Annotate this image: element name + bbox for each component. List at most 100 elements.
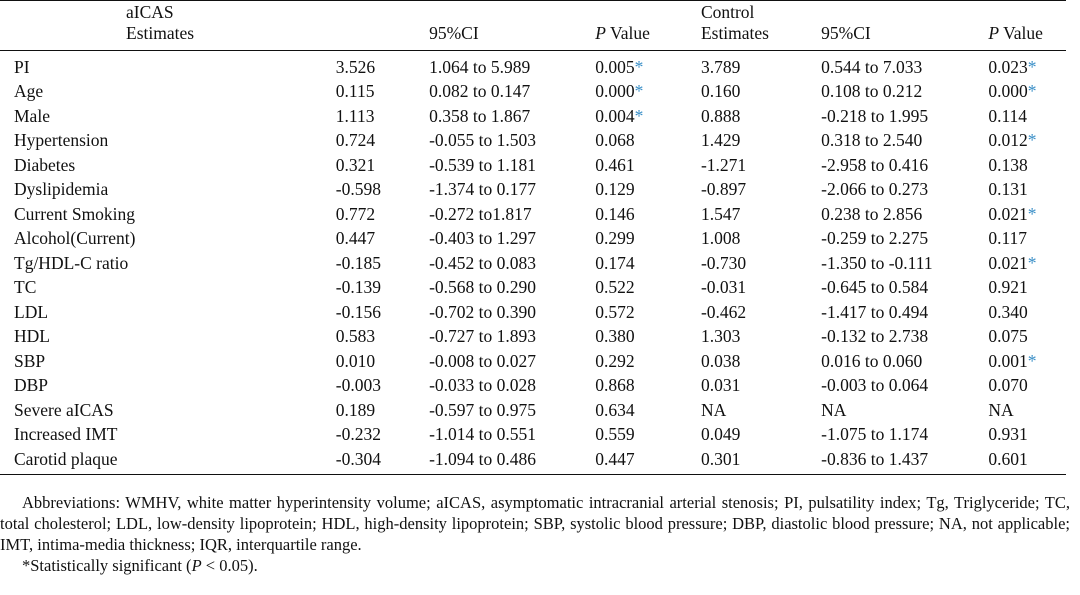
aicas-p-value-text: 0.000 (595, 81, 635, 102)
significance-star: * (634, 56, 644, 77)
row-label-text: Carotid plaque (14, 448, 118, 469)
significance-star: * (1027, 350, 1037, 371)
control-ci-text: -2.066 to 0.273 (821, 179, 929, 200)
aicas-ci: -0.055 to 1.503 (429, 129, 595, 154)
control-ci: -0.259 to 2.275 (821, 227, 988, 252)
row-label-text: Increased IMT (14, 424, 118, 445)
aicas-ci: -0.597 to 0.975 (429, 398, 595, 423)
row-label-text: Hypertension (14, 130, 109, 151)
control-estimate: 1.547 (701, 202, 821, 227)
aicas-estimate: -0.139 (336, 276, 429, 301)
table-row: Age 0.115 0.082 to 0.147 0.000* 0.160 0.108 t… (0, 80, 1066, 105)
control-p-value: 0.921 (988, 276, 1066, 301)
aicas-estimate: -0.156 (336, 300, 429, 325)
table-row: Dyslipidemia -0.598 -1.374 to 0.177 0.129 -0… (0, 178, 1066, 203)
row-label: Alcohol(Current) (0, 227, 336, 252)
control-p-value: 0.021* (988, 251, 1066, 276)
significance-star: * (634, 105, 644, 126)
aicas-ci-text: -0.403 to 1.297 (429, 228, 537, 249)
control-ci-text: 0.238 to 2.856 (821, 203, 923, 224)
control-estimate: 0.160 (701, 80, 821, 105)
aicas-p-value: 0.868 (595, 374, 701, 399)
aicas-estimate: 0.724 (336, 129, 429, 154)
table-header: aICAS Control Estimates 95%CI P Value Es… (0, 0, 1066, 51)
control-estimate: NA (701, 398, 821, 423)
aicas-ci-text: -0.702 to 0.390 (429, 301, 537, 322)
row-label: Age (0, 80, 336, 105)
aicas-p-value-text: 0.174 (595, 252, 635, 273)
control-estimate-text: 0.038 (700, 350, 741, 371)
control-ci-text: -0.259 to 2.275 (821, 228, 929, 249)
aicas-p-value-text: 0.004 (595, 105, 635, 126)
table-row: Increased IMT -0.232 -1.014 to 0.551 0.559 0… (0, 423, 1066, 448)
aicas-ci-text: -0.727 to 1.893 (429, 326, 537, 347)
aicas-ci: -0.008 to 0.027 (429, 349, 595, 374)
aicas-ci-text: -0.008 to 0.027 (429, 350, 537, 371)
control-p-value-text: 0.131 (988, 179, 1028, 200)
control-estimate: -0.897 (701, 178, 821, 203)
aicas-estimate: 0.447 (336, 227, 429, 252)
control-p-value: 0.138 (988, 153, 1066, 178)
control-estimate: 0.888 (701, 104, 821, 129)
control-estimate: -0.031 (701, 276, 821, 301)
row-label-text: TC (14, 277, 37, 298)
control-estimate: 1.429 (701, 129, 821, 154)
aicas-p-value-text: 0.380 (595, 326, 635, 347)
significance-star: * (1027, 252, 1037, 273)
control-estimate-text: 0.301 (700, 448, 741, 469)
control-ci: -0.003 to 0.064 (821, 374, 988, 399)
row-label: PI (0, 51, 336, 80)
aicas-estimate: 0.583 (336, 325, 429, 350)
control-estimate: 0.049 (701, 423, 821, 448)
row-label: Increased IMT (0, 423, 336, 448)
aicas-p-value: 0.380 (595, 325, 701, 350)
aicas-p-value: 0.000* (595, 80, 701, 105)
aicas-ci: -0.033 to 0.028 (429, 374, 595, 399)
row-label: Carotid plaque (0, 447, 336, 475)
row-label-text: LDL (14, 301, 49, 322)
control-ci-text: 0.544 to 7.033 (821, 56, 923, 77)
control-p-value-text: 0.340 (988, 301, 1028, 322)
row-label: LDL (0, 300, 336, 325)
aicas-p-value: 0.447 (595, 447, 701, 475)
row-label: Diabetes (0, 153, 336, 178)
aicas-ci-text: -0.272 to1.817 (429, 203, 532, 224)
table-row: Current Smoking 0.772 -0.272 to1.817 0.146 1… (0, 202, 1066, 227)
aicas-ci-text: -0.539 to 1.181 (429, 154, 537, 175)
aicas-estimate-text: 0.115 (335, 81, 375, 102)
row-label: Hypertension (0, 129, 336, 154)
aicas-p-value: 0.522 (595, 276, 701, 301)
control-p-value-text: 0.012 (988, 130, 1028, 151)
control-p-value-text: 0.138 (988, 154, 1028, 175)
control-p-value-text: 0.023 (988, 56, 1028, 77)
p-value-word: Value (999, 23, 1043, 43)
aicas-p-value-text: 0.461 (595, 154, 635, 175)
row-label-text: Diabetes (14, 154, 76, 175)
control-estimate: 1.303 (701, 325, 821, 350)
aicas-p-value-text: 0.522 (595, 277, 635, 298)
control-p-value-text: 0.075 (988, 326, 1028, 347)
row-label-text: Dyslipidemia (14, 179, 109, 200)
table-row: Hypertension 0.724 -0.055 to 1.503 0.068 1.4… (0, 129, 1066, 154)
control-p-value-text: NA (988, 399, 1014, 420)
control-estimate-text: 3.789 (700, 56, 741, 77)
aicas-ci: -1.374 to 0.177 (429, 178, 595, 203)
aicas-ci: -0.568 to 0.290 (429, 276, 595, 301)
control-ci-text: 0.108 to 0.212 (821, 81, 923, 102)
aicas-ci: 0.082 to 0.147 (429, 80, 595, 105)
control-estimate: 0.038 (701, 349, 821, 374)
aicas-p-value: 0.146 (595, 202, 701, 227)
aicas-ci: -0.452 to 0.083 (429, 251, 595, 276)
aicas-estimate: 0.189 (336, 398, 429, 423)
control-estimate-text: 0.049 (700, 424, 741, 445)
table-row: DBP -0.003 -0.033 to 0.028 0.868 0.031 -0.003… (0, 374, 1066, 399)
aicas-estimate: 3.526 (336, 51, 429, 80)
p-symbol: P (988, 23, 1000, 43)
control-p-value-text: 0.931 (988, 424, 1028, 445)
aicas-ci-text: 0.082 to 0.147 (429, 81, 531, 102)
aicas-p-value: 0.068 (595, 129, 701, 154)
aicas-ci-text: -1.374 to 0.177 (429, 179, 537, 200)
control-p-value: 0.340 (988, 300, 1066, 325)
table-row: Diabetes 0.321 -0.539 to 1.181 0.461 -1.271 -… (0, 153, 1066, 178)
